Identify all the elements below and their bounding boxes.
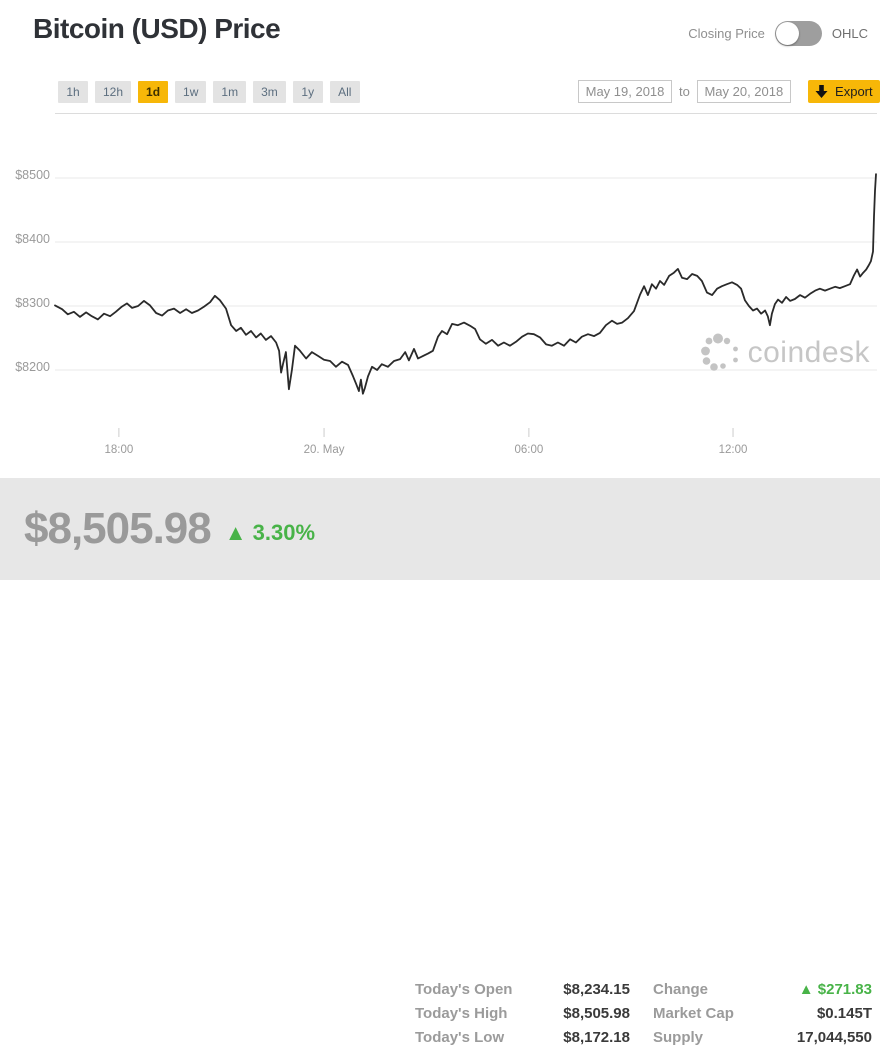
stat-value: $0.145T xyxy=(816,1004,872,1022)
date-from-input[interactable] xyxy=(578,80,672,103)
range-button-all[interactable]: All xyxy=(329,81,360,103)
price-chart-area[interactable]: $8500 $8400 $8300 $8200 18:00 20. May 06:00 12:… xyxy=(0,115,880,473)
stat-value: $8,172.18 xyxy=(563,1028,630,1046)
stat-value: $8,234.15 xyxy=(563,980,630,998)
coindesk-wordmark: coindesk xyxy=(747,336,870,369)
y-axis-label: $8200 xyxy=(15,360,50,374)
current-price-group: $8,505.98 ▲ 3.30% xyxy=(24,478,315,580)
price-chart[interactable]: $8500 $8400 $8300 $8200 18:00 20. May 06:00 12:… xyxy=(0,115,880,473)
range-button-1w[interactable]: 1w xyxy=(175,81,207,103)
stat-row-open: Today's Open $8,234.15 xyxy=(415,977,630,1001)
range-button-3m[interactable]: 3m xyxy=(253,81,286,103)
summary-bar: $8,505.98 ▲ 3.30% Today's Open $8,234.15… xyxy=(0,478,880,1046)
export-button-label: Export xyxy=(835,84,873,99)
stat-row-supply: Supply 17,044,550 xyxy=(653,1025,872,1049)
date-to-input[interactable] xyxy=(696,80,791,103)
toggle-knob[interactable] xyxy=(775,22,799,45)
stat-label: Today's Open xyxy=(415,980,513,998)
closing-price-label: Closing Price xyxy=(688,26,765,41)
stat-row-change: Change ▲ $271.83 xyxy=(653,977,872,1001)
current-price: $8,505.98 xyxy=(24,504,212,553)
ohlc-label: OHLC xyxy=(831,26,868,41)
range-button-1m[interactable]: 1m xyxy=(213,81,247,103)
stat-row-market-cap: Market Cap $0.145T xyxy=(653,1001,872,1025)
y-axis-label: $8400 xyxy=(15,232,50,246)
price-type-toggle-group: Closing Price OHLC xyxy=(688,21,868,46)
y-axis-label: $8300 xyxy=(15,296,50,310)
range-button-1h[interactable]: 1h xyxy=(58,81,88,103)
page-title: Bitcoin (USD) Price xyxy=(33,13,281,44)
time-range-selector: 1h 12h 1d 1w 1m 3m 1y All xyxy=(58,81,360,103)
date-range-controls: to Export xyxy=(578,80,880,103)
x-axis-label: 18:00 xyxy=(104,444,133,456)
stat-label: Change xyxy=(653,980,709,998)
x-axis-label: 20. May xyxy=(304,444,345,456)
today-stats: Today's Open $8,234.15 Today's High $8,5… xyxy=(415,977,630,1049)
x-axis-label: 12:00 xyxy=(719,444,748,456)
price-type-toggle[interactable] xyxy=(774,21,822,46)
stat-value: ▲ $271.83 xyxy=(798,980,872,998)
y-axis-label: $8500 xyxy=(15,168,50,182)
stat-label: Supply xyxy=(653,1028,704,1046)
price-line xyxy=(54,173,877,395)
stat-label: Market Cap xyxy=(653,1004,734,1022)
download-icon xyxy=(815,84,828,98)
stat-value: 17,044,550 xyxy=(796,1028,872,1046)
current-change-percent: ▲ 3.30% xyxy=(224,520,316,545)
coindesk-watermark: coindesk xyxy=(700,333,870,373)
range-button-12h[interactable]: 12h xyxy=(95,81,132,103)
stat-label: Today's Low xyxy=(415,1028,505,1046)
range-button-1d[interactable]: 1d xyxy=(138,81,169,103)
x-axis-label: 06:00 xyxy=(514,444,543,456)
controls-divider xyxy=(55,113,877,114)
date-to-word: to xyxy=(679,84,690,99)
stat-row-low: Today's Low $8,172.18 xyxy=(415,1025,630,1049)
export-button[interactable]: Export xyxy=(807,80,880,103)
stat-row-high: Today's High $8,505.98 xyxy=(415,1001,630,1025)
range-button-1y[interactable]: 1y xyxy=(292,81,323,103)
market-stats: Change ▲ $271.83 Market Cap $0.145T Supp… xyxy=(653,977,872,1049)
stat-value: $8,505.98 xyxy=(563,1004,630,1022)
coindesk-logo-icon xyxy=(700,333,738,371)
stat-label: Today's High xyxy=(415,1004,508,1022)
